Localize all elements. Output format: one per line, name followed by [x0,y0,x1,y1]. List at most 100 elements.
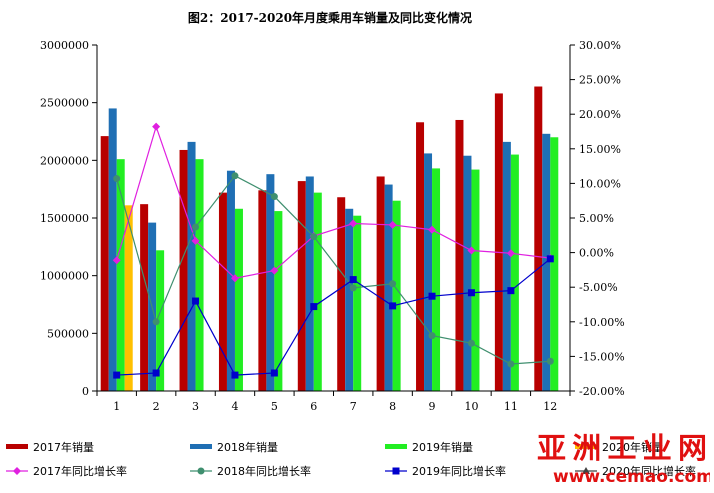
x-tick-label: 4 [231,400,238,413]
left-tick-label: 2000000 [40,154,89,167]
legend-swatch [6,444,28,449]
bar [218,192,227,391]
left-tick-label: 1500000 [40,212,89,225]
x-tick-label: 1 [113,400,120,413]
legend: 2017年销量 2018年销量 2019年销量 2020年销量 2017年同比增长率 20… [6,440,696,478]
line-marker [428,332,436,340]
right-tick-label: 15.00% [579,143,621,156]
line-marker [192,223,200,231]
line-marker [197,467,205,475]
line-marker [152,369,160,377]
line-marker [392,467,400,475]
line-marker [389,280,397,288]
line-marker [389,302,397,310]
right-tick-label: 10.00% [579,177,621,190]
right-tick-label: 5.00% [579,212,614,225]
chart-title: 图2：2017-2020年月度乘用车销量及同比变化情况 [188,10,472,25]
bar [274,211,283,391]
line-marker [270,369,278,377]
line-marker [113,175,121,183]
line-marker [428,292,436,300]
left-tick-label: 500000 [47,327,89,340]
bar [455,119,464,391]
line-marker [113,371,121,379]
bar [124,205,133,391]
left-axis: 3000000 2500000 2000000 1500000 1000000 50000… [40,39,98,398]
watermark-logo: 亚洲工业网 www.cemao.com [537,431,710,487]
legend-label: 2018年销量 [217,440,278,454]
left-tick-label: 2500000 [40,97,89,110]
x-tick-label: 9 [429,400,436,413]
bar [384,184,393,391]
line-marker [152,318,160,326]
legend-label: 2019年销量 [412,440,473,454]
line-marker [582,467,590,474]
series-line [116,124,551,279]
line-marker [112,256,121,265]
line-marker [231,371,239,379]
line-marker [506,249,515,258]
right-tick-label: -10.00% [579,316,625,329]
bar [297,181,306,391]
line-marker [13,467,21,475]
x-tick-label: 8 [389,400,396,413]
bar [195,159,204,391]
line-marker [349,284,357,292]
bar [266,174,275,391]
left-tick-label: 1000000 [40,270,89,283]
right-tick-label: 25.00% [579,74,621,87]
legend-swatch [575,444,597,449]
line-marker [546,357,554,365]
legend-label: 2020年同比增长率 [602,464,696,478]
watermark-en: www.cemao.com [553,467,710,487]
bar [463,155,472,391]
legend-label: 2020年销量 [602,440,663,454]
bar [179,149,188,391]
line-marker [152,122,161,131]
right-tick-label: -5.00% [579,281,618,294]
bar [337,197,346,391]
x-tick-label: 5 [271,400,278,413]
bar [313,192,322,391]
bar [392,200,401,391]
bar [424,153,433,391]
x-tick-label: 10 [464,400,478,413]
bar [156,250,165,391]
bar [226,170,235,391]
line-marker [388,220,397,229]
x-axis: 1 2 3 4 5 6 7 8 9 10 11 12 [96,390,571,413]
line-marker [467,339,475,347]
line-marker [467,289,475,297]
left-tick-label: 3000000 [40,39,89,52]
bar [432,168,441,391]
legend-label: 2017年销量 [33,440,94,454]
bar [345,208,354,391]
legend-label: 2017年同比增长率 [33,464,127,478]
line-marker [349,276,357,284]
legend-label: 2018年同比增长率 [217,464,311,478]
bar [550,137,559,391]
line-marker [507,287,515,295]
line-marker [270,266,279,275]
x-tick-label: 6 [310,400,317,413]
x-tick-label: 7 [350,400,357,413]
line-marker [507,360,515,368]
series-line [116,258,551,376]
bar [502,141,511,391]
line-marker [428,225,437,234]
line-marker [230,274,239,283]
bar [416,122,425,392]
series-line [116,175,551,365]
right-tick-label: -20.00% [579,385,625,398]
bar [305,176,314,391]
line-marker [192,297,200,305]
line-marker [310,233,318,241]
bar [187,141,196,391]
x-tick-label: 3 [192,400,199,413]
legend-swatch [385,444,407,449]
line-marker [270,193,278,201]
bar [258,190,267,391]
bar [140,204,149,391]
right-axis: 30.00% 25.00% 20.00% 15.00% 10.00% 5.00% 0.00%… [569,39,625,398]
bar [108,108,117,391]
